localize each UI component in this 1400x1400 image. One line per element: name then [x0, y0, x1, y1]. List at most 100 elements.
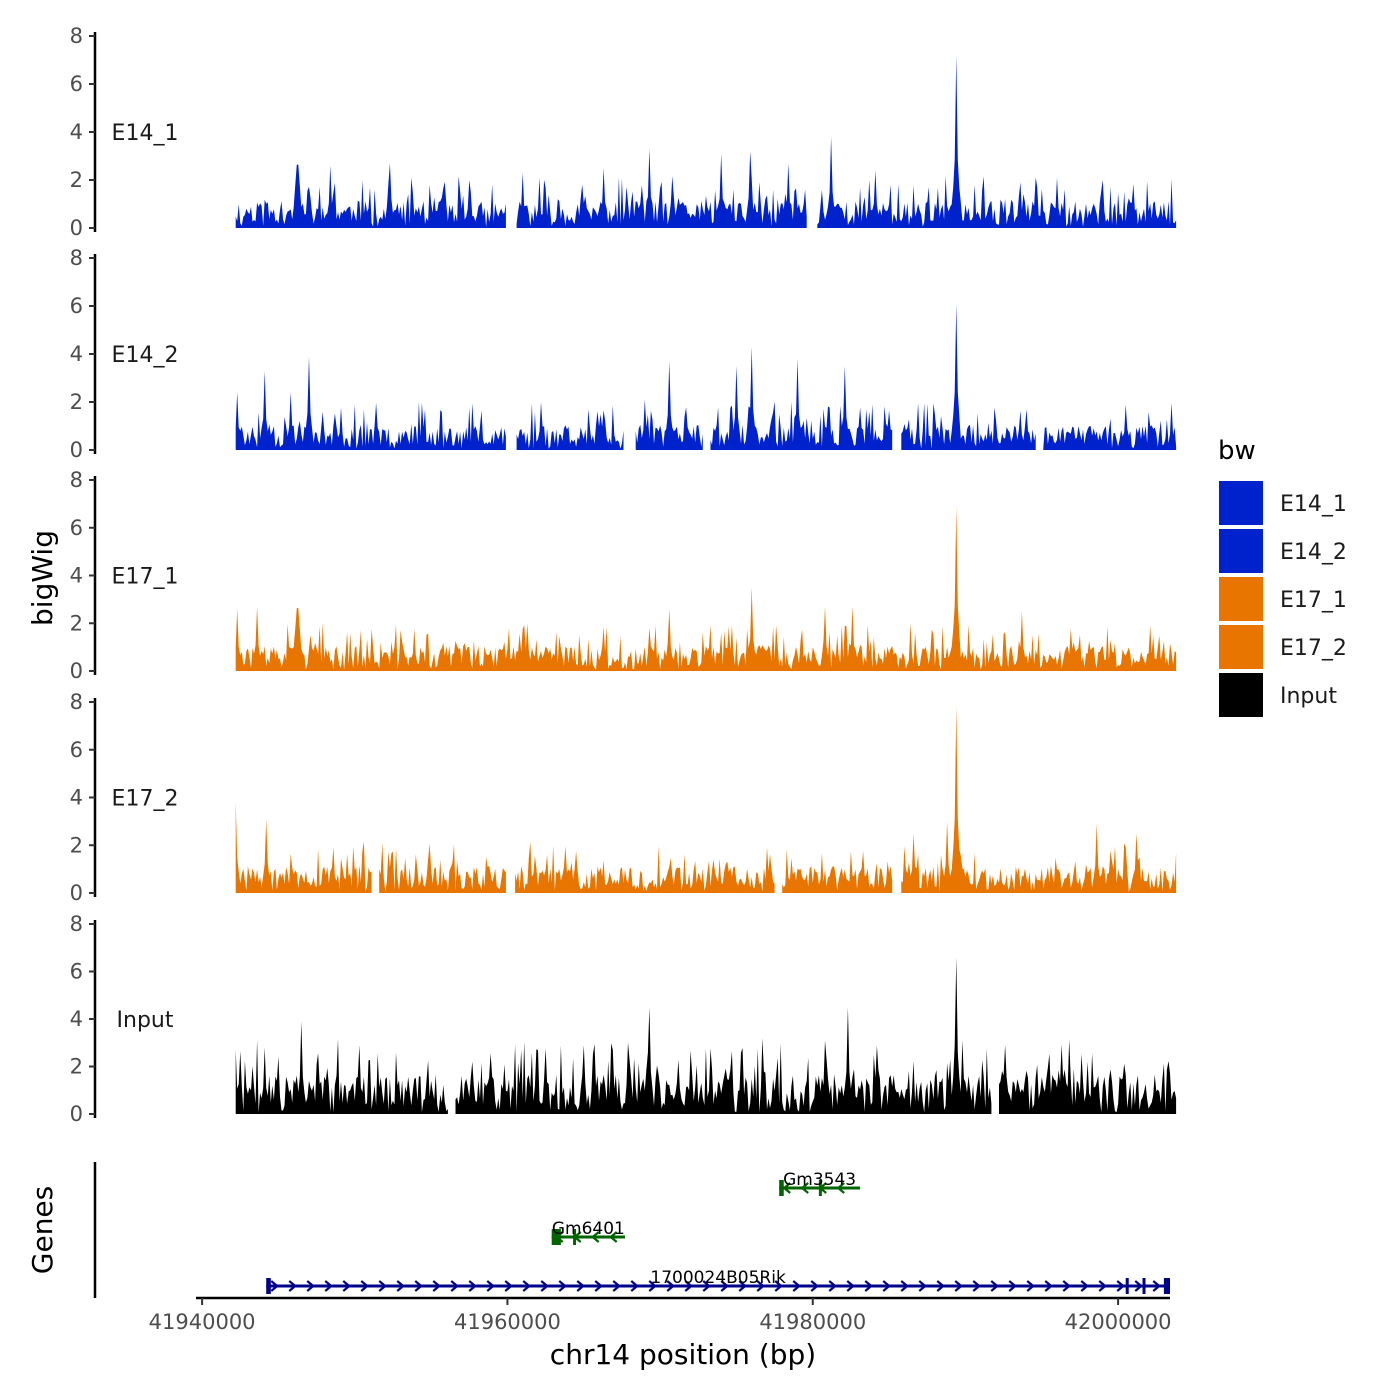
signal-area-Input: [235, 1021, 448, 1114]
strand-arrow: [1134, 1280, 1143, 1292]
y-tick-label: 0: [70, 216, 83, 240]
y-tick-label: 2: [70, 168, 83, 192]
exon: [551, 1229, 561, 1245]
strand-arrow: [306, 1280, 315, 1292]
strand-arrow: [756, 1280, 765, 1292]
strand-arrow: [666, 1280, 675, 1292]
y-tick-label: 6: [70, 960, 83, 984]
y-tick-label: 4: [70, 786, 83, 810]
strand-arrow: [648, 1280, 657, 1292]
gene-1700024B05Rik: 1700024B05Rik: [266, 1268, 1170, 1294]
signal-area-E14_2: [710, 346, 893, 450]
y-tick-label: 2: [70, 833, 83, 857]
strand-arrow: [810, 1280, 819, 1292]
y-tick-label: 4: [70, 564, 83, 588]
signal-area-E17_2: [379, 842, 506, 893]
strand-arrow: [800, 1182, 809, 1194]
track-label: E17_1: [112, 565, 179, 590]
exon: [1163, 1278, 1170, 1294]
signal-area-E14_1: [817, 55, 1177, 229]
x-axis-title: chr14 position (bp): [550, 1338, 816, 1371]
track-label: E17_2: [112, 787, 179, 812]
y-tick-label: 6: [70, 738, 83, 762]
strand-arrow: [1062, 1280, 1071, 1292]
strand-arrow: [378, 1280, 387, 1292]
exon: [1125, 1278, 1129, 1294]
signal-tracks: 0 2 4 6 8 E14_1 0 2 4 6 8 E14_2 0 2 4 6 8 E17_1 0 2 4 6 8 E17_2…: [70, 24, 1177, 1126]
exon: [1142, 1278, 1146, 1294]
strand-arrow: [1026, 1280, 1035, 1292]
strand-arrow: [504, 1280, 513, 1292]
strand-arrow: [630, 1280, 639, 1292]
strand-arrow: [486, 1280, 495, 1292]
y-tick-label: 0: [70, 881, 83, 905]
y-tick-label: 6: [70, 516, 83, 540]
strand-arrow: [774, 1280, 783, 1292]
y-axis-title: bigWig: [26, 530, 59, 626]
y-tick-label: 4: [70, 120, 83, 144]
strand-arrow: [360, 1280, 369, 1292]
y-tick-label: 2: [70, 390, 83, 414]
y-tick-label: 4: [70, 1007, 83, 1031]
exon: [818, 1180, 822, 1196]
exon: [779, 1180, 784, 1196]
strand-arrow: [522, 1280, 531, 1292]
strand-arrow: [342, 1280, 351, 1292]
signal-area-E14_1: [235, 163, 506, 228]
legend-swatch: [1217, 623, 1265, 671]
strand-arrow: [558, 1280, 567, 1292]
track-Input: 0 2 4 6 8 Input: [70, 912, 1177, 1126]
strand-arrow: [594, 1280, 603, 1292]
strand-arrow: [882, 1280, 891, 1292]
legend-title: bw: [1218, 436, 1256, 466]
strand-arrow: [468, 1280, 477, 1292]
strand-arrow: [608, 1231, 618, 1243]
exon: [266, 1278, 271, 1294]
y-tick-label: 0: [70, 659, 83, 683]
strand-arrow: [836, 1182, 845, 1194]
strand-arrow: [828, 1280, 837, 1292]
signal-area-E14_1: [516, 148, 807, 228]
signal-area-Input: [455, 957, 992, 1114]
strand-arrow: [720, 1280, 729, 1292]
track-E14_1: 0 2 4 6 8 E14_1: [70, 24, 1177, 240]
strand-arrow: [324, 1280, 333, 1292]
strand-arrow: [432, 1280, 441, 1292]
strand-arrow: [1116, 1280, 1125, 1292]
signal-area-E17_1: [235, 506, 1177, 671]
legend-swatch: [1217, 671, 1265, 719]
strand-arrow: [900, 1280, 909, 1292]
legend-label: E17_2: [1280, 636, 1347, 661]
gene-label: 1700024B05Rik: [650, 1268, 786, 1288]
track-E17_2: 0 2 4 6 8 E17_2: [70, 690, 1177, 905]
legend-swatch: [1217, 479, 1265, 527]
strand-arrow: [1098, 1280, 1107, 1292]
gene-label: Gm6401: [552, 1219, 625, 1239]
strand-arrow: [684, 1280, 693, 1292]
strand-arrow: [792, 1280, 801, 1292]
legend-swatch: [1217, 527, 1265, 575]
legend-label: E14_2: [1280, 540, 1347, 565]
x-tick-label: 41940000: [149, 1310, 256, 1334]
strand-arrow: [288, 1280, 297, 1292]
y-tick-label: 6: [70, 72, 83, 96]
strand-arrow: [396, 1280, 405, 1292]
x-tick-label: 41980000: [759, 1310, 866, 1334]
y-tick-label: 8: [70, 468, 83, 492]
strand-arrow: [612, 1280, 621, 1292]
y-tick-label: 0: [70, 1102, 83, 1126]
track-E14_2: 0 2 4 6 8 E14_2: [70, 246, 1177, 462]
y-tick-label: 8: [70, 690, 83, 714]
y-tick-label: 2: [70, 611, 83, 635]
strand-arrow: [540, 1280, 549, 1292]
y-tick-label: 8: [70, 24, 83, 48]
signal-area-E14_2: [235, 356, 506, 450]
x-axis: 41940000 41960000 41980000 42000000: [149, 1296, 1172, 1334]
y-tick-label: 8: [70, 246, 83, 270]
legend-swatch: [1217, 575, 1265, 623]
legend: bw E14_1 E14_2 E17_1 E17_2 Input: [1217, 436, 1347, 719]
signal-area-E17_2: [235, 802, 372, 893]
track-label: Input: [117, 1008, 174, 1033]
track-label: E14_2: [112, 343, 179, 368]
